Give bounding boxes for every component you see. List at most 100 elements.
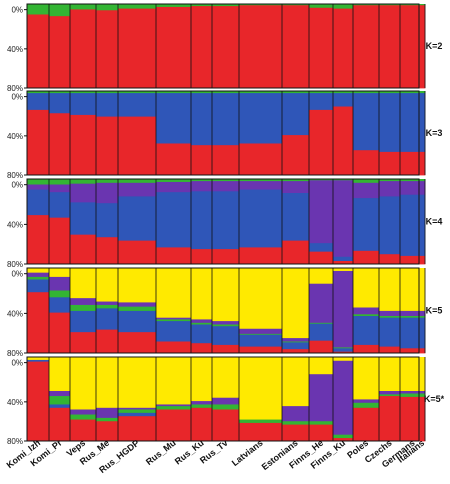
bar-segment-green bbox=[27, 91, 50, 94]
bar-segment-blue bbox=[96, 92, 119, 117]
bar-segment-red bbox=[239, 4, 283, 89]
bar-segment-red bbox=[96, 9, 119, 89]
bar-segment-red bbox=[27, 291, 50, 354]
bar-segment-red bbox=[282, 424, 310, 442]
bar-segment-purple bbox=[96, 301, 119, 305]
bar-segment-purple bbox=[191, 319, 213, 323]
k-label: K=3 bbox=[426, 128, 443, 138]
bar-segment-red bbox=[353, 344, 380, 354]
bar-segment-yellow bbox=[212, 268, 240, 322]
bar-segment-green bbox=[282, 420, 310, 425]
bar-segment-green bbox=[282, 4, 310, 6]
bar-segment-blue bbox=[212, 92, 240, 146]
bar-segment-red bbox=[70, 331, 97, 354]
bar-segment-green bbox=[353, 402, 380, 408]
bar-segment-purple bbox=[49, 184, 71, 193]
bar-segment-red bbox=[333, 437, 354, 442]
panel-3: 0% 40% 80% K=4 bbox=[7, 178, 442, 269]
y-tick-label: 80% bbox=[7, 84, 23, 93]
bar-segment-red bbox=[49, 217, 71, 265]
bar-segment-red bbox=[96, 420, 119, 442]
bar-segment-red bbox=[96, 236, 119, 265]
bar-segment-purple bbox=[191, 180, 213, 192]
bar-segment-green bbox=[239, 419, 283, 423]
bar-segment-green bbox=[309, 179, 334, 181]
bar-segment-red bbox=[309, 109, 334, 176]
bar-segment-green bbox=[282, 179, 310, 182]
bar-segment-yellow bbox=[239, 268, 283, 329]
bar-segment-red bbox=[239, 143, 283, 176]
bar-segment-purple bbox=[379, 180, 401, 197]
bar-segment-yellow bbox=[191, 357, 213, 402]
bar-segment-purple bbox=[156, 404, 192, 407]
y-tick-label: 0% bbox=[11, 6, 23, 15]
y-tick-label: 0% bbox=[11, 181, 23, 190]
bar-segment-blue bbox=[49, 296, 71, 313]
bar-segment-green bbox=[239, 179, 283, 182]
bar-segment-red bbox=[27, 214, 50, 265]
bar-segment-blue bbox=[212, 190, 240, 250]
bar-segment-purple bbox=[400, 310, 426, 316]
panel-frame bbox=[26, 356, 420, 442]
bar-segment-blue bbox=[156, 191, 192, 248]
bar-segment-red bbox=[191, 144, 213, 176]
bar-segment-blue bbox=[118, 92, 157, 117]
bar-segment-purple bbox=[96, 407, 119, 418]
panel-4: 0% 40% 80% K=5 bbox=[7, 267, 442, 358]
bar-segment-red bbox=[379, 395, 401, 442]
bar-segment-green bbox=[156, 405, 192, 410]
bar-segment-green bbox=[118, 91, 157, 94]
bar-segment-blue bbox=[400, 92, 426, 152]
bar-segment-green bbox=[212, 324, 240, 327]
bar-segment-purple bbox=[282, 180, 310, 193]
panel-frame bbox=[26, 3, 420, 89]
bar-segment-blue bbox=[379, 92, 401, 152]
bar-segment-green bbox=[191, 4, 213, 7]
bar-segment-yellow bbox=[282, 268, 310, 339]
bar-segment-blue bbox=[400, 317, 426, 349]
bar-segment-green bbox=[379, 4, 401, 6]
y-tick-label: 80% bbox=[7, 349, 23, 358]
bar-segment-green bbox=[70, 414, 97, 420]
bar-segment-red bbox=[118, 8, 157, 89]
y-tick-label: 0% bbox=[11, 359, 23, 368]
bar-segment-red bbox=[353, 4, 380, 89]
bar-segment-yellow bbox=[379, 357, 401, 391]
bar-segment-blue bbox=[309, 242, 334, 252]
bar-segment-purple bbox=[49, 276, 71, 291]
bar-segment-green bbox=[49, 179, 71, 185]
bar-segment-purple bbox=[70, 409, 97, 415]
bar-segment-purple bbox=[353, 307, 380, 315]
bar-segment-blue bbox=[191, 324, 213, 344]
bar-segment-yellow bbox=[70, 357, 97, 410]
bar-segment-red bbox=[191, 5, 213, 89]
bar-segment-green bbox=[400, 315, 426, 318]
bar-segment-purple bbox=[70, 297, 97, 305]
bar-segment-blue bbox=[27, 279, 50, 293]
bar-segment-yellow bbox=[353, 357, 380, 400]
bar-segment-blue bbox=[27, 92, 50, 110]
bar-segment-purple bbox=[309, 283, 334, 323]
bar-segment-red bbox=[333, 106, 354, 176]
bar-segment-green bbox=[49, 91, 71, 94]
bar-segment-red bbox=[239, 422, 283, 442]
bar-segment-green bbox=[118, 179, 157, 183]
bar-segment-green bbox=[118, 4, 157, 9]
bar-segment-green bbox=[379, 393, 401, 397]
bar-segment-green bbox=[156, 319, 192, 322]
bar-segment-purple bbox=[212, 397, 240, 405]
bar-segment-green bbox=[27, 276, 50, 280]
bar-segment-green bbox=[239, 91, 283, 94]
bar-segment-red bbox=[400, 347, 426, 354]
bar-segment-green bbox=[309, 420, 334, 425]
bar-segment-yellow bbox=[353, 268, 380, 308]
bar-segment-yellow bbox=[400, 268, 426, 311]
bar-segment-purple bbox=[353, 399, 380, 403]
bar-segment-red bbox=[70, 114, 97, 176]
bar-segment-blue bbox=[49, 404, 71, 408]
bar-segment-purple bbox=[156, 317, 192, 320]
bar-segment-yellow bbox=[27, 357, 50, 360]
y-tick-label: 80% bbox=[7, 437, 23, 446]
bar-segment-green bbox=[49, 290, 71, 298]
bar-segment-red bbox=[353, 149, 380, 176]
